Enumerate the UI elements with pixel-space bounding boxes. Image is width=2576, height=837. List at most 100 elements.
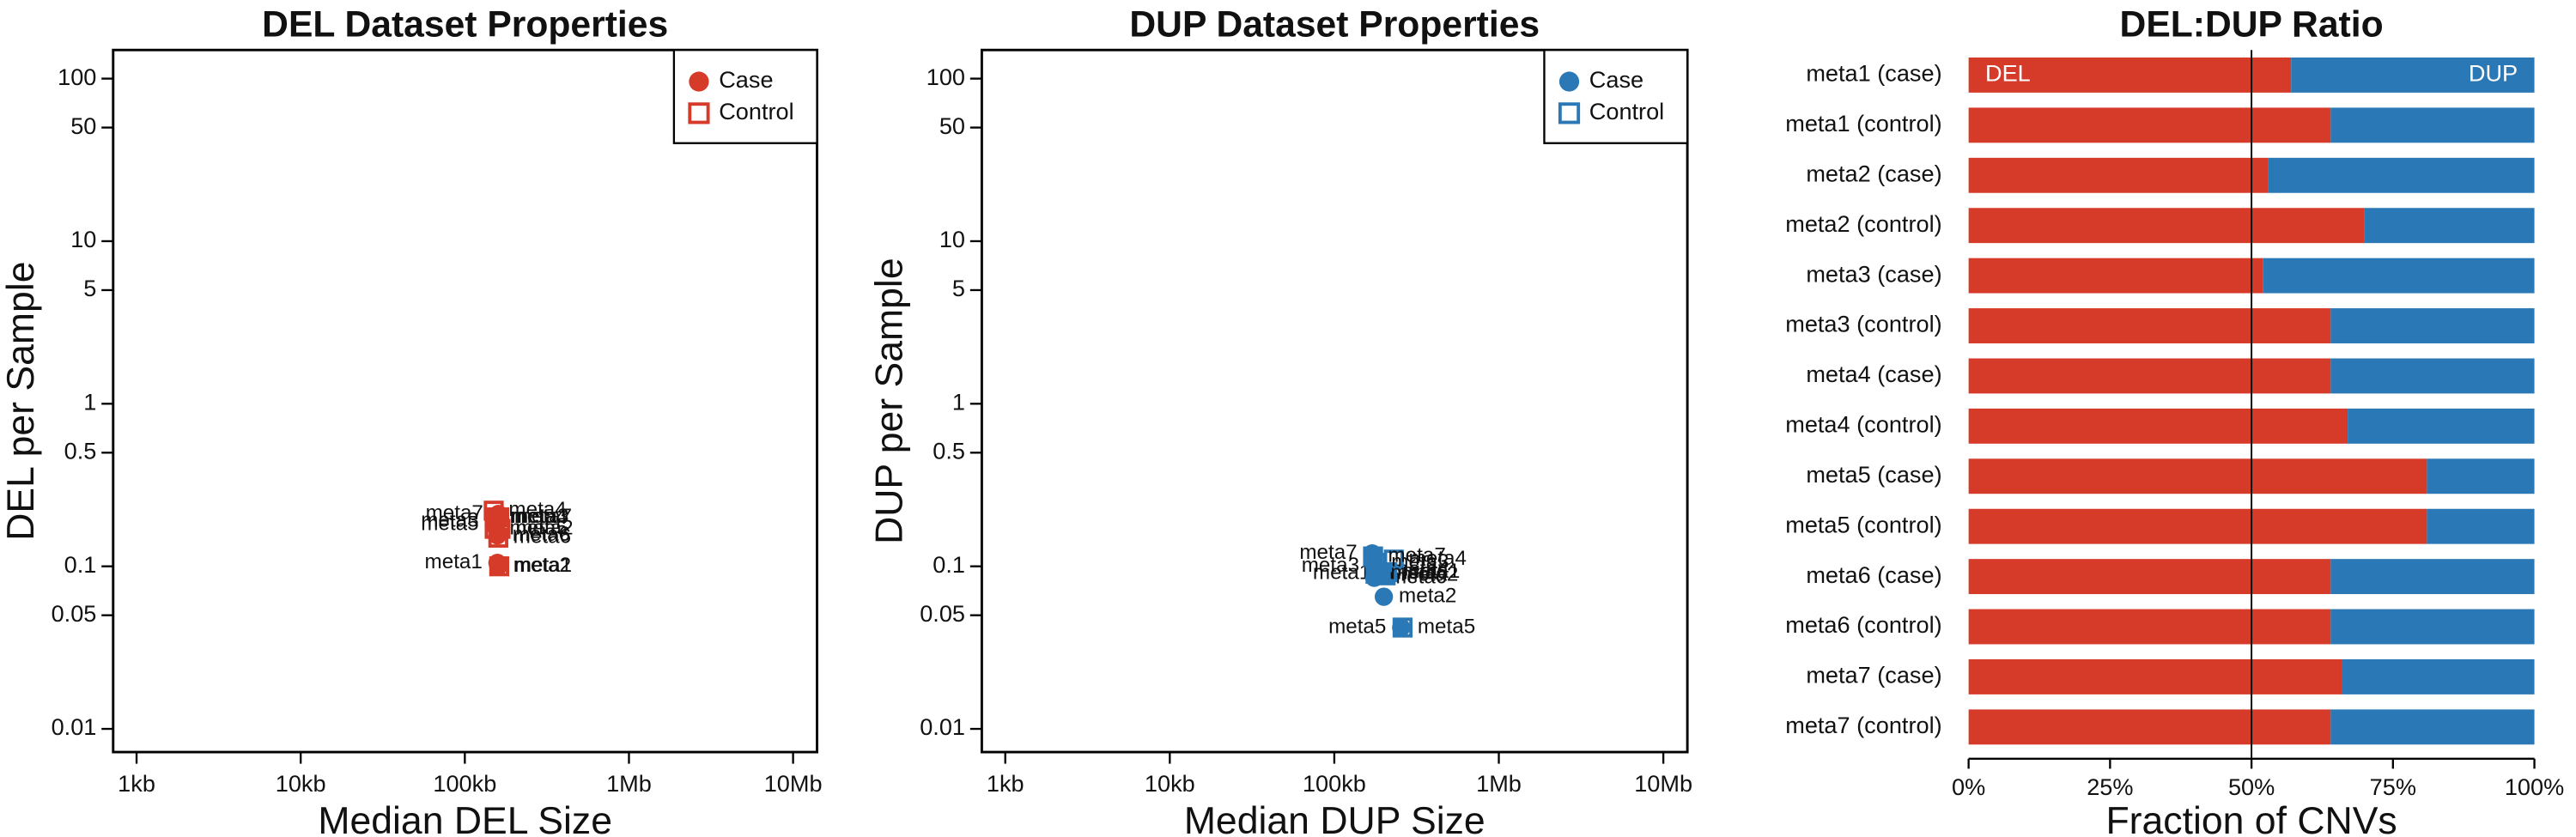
category-label: meta1 (case) — [1806, 60, 1941, 87]
y-tick-label: 10 — [939, 226, 965, 252]
point-label: meta7 — [426, 501, 483, 525]
y-tick-label: 0.1 — [64, 551, 97, 578]
point-label: meta7 — [1299, 541, 1357, 564]
legend-marker — [689, 71, 709, 92]
y-tick-label: 1 — [83, 388, 96, 415]
legend-marker — [1558, 102, 1581, 124]
x-tick-label: 50% — [2228, 773, 2275, 800]
x-axis-label: Median DUP Size — [1184, 800, 1485, 837]
point-label: meta7 — [514, 505, 572, 528]
category-label: meta5 (case) — [1806, 461, 1941, 488]
point-label: meta1 — [1402, 560, 1460, 583]
point — [488, 527, 508, 548]
x-axis-label: Median DEL Size — [318, 800, 612, 837]
point-label: meta6 — [513, 525, 571, 549]
point-label: meta6 — [513, 523, 570, 546]
legend-label: DEL — [1985, 60, 2031, 87]
point-label: meta2 — [513, 554, 571, 577]
bar-segment — [2330, 559, 2535, 595]
y-tick-label: 0.1 — [933, 551, 965, 578]
y-axis-label: DEL per Sample — [0, 261, 42, 540]
x-tick-label: 10kb — [276, 770, 326, 797]
point-label: meta6 — [1390, 561, 1448, 585]
x-tick-label: 10Mb — [1634, 770, 1692, 797]
category-label: meta4 (case) — [1806, 361, 1941, 387]
y-tick-label: 0.5 — [933, 437, 965, 464]
point-label: meta1 — [514, 554, 572, 577]
point-label: meta5 — [1328, 615, 1386, 638]
bar-segment — [2330, 709, 2535, 745]
point — [1383, 549, 1404, 570]
x-tick-label: 75% — [2370, 773, 2416, 800]
y-axis-label: DUP per Sample — [869, 258, 911, 544]
x-tick-label: 100kb — [433, 770, 496, 797]
category-label: meta6 (case) — [1806, 561, 1941, 588]
point — [1374, 587, 1394, 606]
x-tick-label: 100kb — [1303, 770, 1366, 797]
point-label: meta4 — [1409, 547, 1467, 570]
bar-segment — [2291, 57, 2535, 93]
point-label: meta5 — [1418, 615, 1475, 638]
y-tick-label: 100 — [58, 64, 96, 90]
bar-segment — [1968, 57, 2292, 93]
y-tick-label: 1 — [952, 388, 965, 415]
point — [1392, 618, 1411, 637]
bar-segment — [2330, 609, 2535, 645]
category-label: meta6 (control) — [1785, 611, 1941, 638]
bar-segment — [1968, 508, 2427, 544]
bar-segment — [1968, 658, 2342, 694]
point-label: meta7 — [1388, 544, 1445, 567]
point — [489, 556, 510, 577]
plot-frame — [112, 48, 819, 754]
bar-segment — [2268, 157, 2535, 193]
x-axis-label: Fraction of CNVs — [2105, 800, 2397, 837]
legend-marker — [1558, 71, 1580, 92]
point — [1363, 546, 1383, 567]
y-tick-label: 10 — [70, 226, 96, 252]
point-label: meta5 — [510, 516, 568, 539]
point — [489, 557, 508, 576]
bar-segment — [1968, 258, 2263, 294]
x-tick-label: 0% — [1952, 773, 1985, 800]
bar-segment — [1968, 208, 2365, 244]
chart-title: DUP Dataset Properties — [1129, 3, 1540, 45]
bar-segment — [1968, 559, 2331, 595]
legend-box — [1543, 49, 1689, 144]
x-tick-label: 1Mb — [606, 770, 652, 797]
category-label: meta3 (case) — [1806, 260, 1941, 287]
bar-segment — [2263, 258, 2535, 294]
y-tick-label: 0.01 — [52, 713, 97, 740]
category-label: meta7 (control) — [1785, 712, 1941, 738]
legend-label: DUP — [2469, 60, 2518, 87]
bar-segment — [1968, 107, 2331, 143]
bar-segment — [2364, 208, 2535, 244]
bar-segment — [2330, 358, 2535, 394]
point-label: meta3 — [421, 508, 478, 531]
x-tick-label: 1Mb — [1476, 770, 1522, 797]
point-label: meta5 — [421, 513, 478, 536]
plot-frame — [980, 48, 1689, 754]
category-label: meta3 (control) — [1785, 311, 1941, 337]
bar-segment — [2427, 458, 2535, 494]
bar-segment — [1968, 458, 2427, 494]
chart-title: DEL:DUP Ratio — [2120, 3, 2384, 45]
point-label: meta1 — [1313, 561, 1370, 585]
y-tick-label: 0.01 — [920, 713, 965, 740]
bar-segment — [1968, 408, 2348, 444]
bar-segment — [1968, 609, 2331, 645]
bar-segment — [1968, 358, 2331, 394]
y-tick-label: 50 — [939, 112, 965, 139]
x-tick-label: 10Mb — [764, 770, 823, 797]
bar-segment — [1968, 157, 2269, 193]
bar-segment — [2348, 408, 2535, 444]
category-label: meta5 (control) — [1785, 511, 1941, 537]
point — [489, 507, 510, 528]
point — [1392, 617, 1413, 638]
bar-segment — [2330, 107, 2535, 143]
x-tick-label: 100% — [2505, 773, 2564, 800]
chart-title: DEL Dataset Properties — [262, 3, 668, 45]
y-tick-label: 0.05 — [52, 600, 97, 627]
legend-label: Case — [719, 66, 773, 93]
